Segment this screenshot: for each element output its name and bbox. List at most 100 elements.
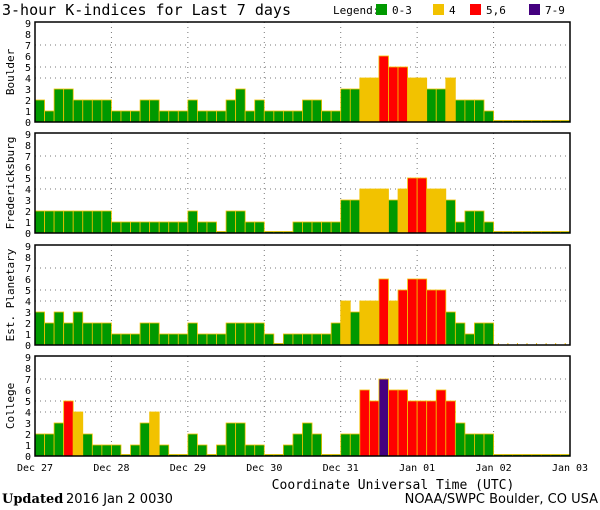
bar	[263, 110, 275, 123]
bar	[340, 433, 351, 457]
bar	[321, 221, 332, 234]
y-tick-label: 2	[25, 96, 31, 107]
bar	[91, 322, 103, 346]
bar	[340, 300, 351, 346]
bar	[474, 99, 485, 123]
bar	[130, 444, 141, 457]
bar	[101, 444, 112, 457]
bar	[483, 110, 494, 123]
legend-entry-label: 4	[449, 4, 456, 17]
y-tick-label: 9	[25, 242, 31, 253]
bar	[349, 199, 361, 234]
bar	[244, 221, 256, 234]
y-tick-label: 9	[25, 130, 31, 141]
x-tick-label: Jan 03	[552, 463, 588, 474]
bar	[206, 110, 217, 123]
bar	[235, 210, 246, 234]
bar	[311, 221, 323, 234]
legend: Legend: 0-3 4 5,6 7-9	[333, 4, 565, 17]
y-tick-label: 8	[25, 364, 31, 375]
legend-entry-label: 0-3	[392, 4, 412, 17]
bar	[474, 210, 485, 234]
bar	[464, 99, 475, 123]
bar	[483, 221, 494, 234]
bar	[340, 199, 351, 234]
bar	[225, 99, 237, 123]
y-axis-label: Boulder	[4, 48, 17, 95]
y-tick-label: 9	[25, 353, 31, 364]
bar	[311, 433, 323, 457]
y-tick-label: 7	[25, 375, 31, 386]
y-tick-label: 5	[25, 286, 31, 297]
bar	[426, 188, 437, 234]
bar	[464, 333, 475, 346]
bar	[139, 322, 151, 346]
y-tick-label: 8	[25, 141, 31, 152]
updated-label: Updated	[2, 492, 63, 507]
bar	[101, 322, 112, 346]
bar	[483, 433, 494, 457]
bar	[282, 110, 294, 123]
bar	[263, 333, 275, 346]
x-tick-label: Dec 27	[17, 463, 53, 474]
bar	[378, 188, 389, 234]
bar	[72, 411, 84, 457]
bar	[368, 300, 380, 346]
bar	[311, 333, 323, 346]
y-tick-label: 1	[25, 330, 31, 341]
bar	[139, 422, 151, 457]
panel-frame	[34, 21, 571, 123]
y-tick-label: 1	[25, 441, 31, 452]
bar	[359, 188, 370, 234]
x-tick-label: Jan 01	[399, 463, 435, 474]
bar	[177, 333, 189, 346]
bar	[359, 389, 370, 457]
bar	[34, 433, 45, 457]
bar	[445, 311, 456, 346]
bar	[130, 110, 141, 123]
bar	[378, 378, 389, 457]
y-tick-label: 0	[25, 452, 31, 463]
bar	[120, 221, 131, 234]
bar	[349, 311, 361, 346]
bar	[216, 444, 227, 457]
x-axis-label: Coordinate Universal Time (UTC)	[272, 478, 515, 493]
bar	[235, 88, 246, 123]
y-tick-label: 3	[25, 308, 31, 319]
bar	[349, 433, 361, 457]
bar	[82, 210, 93, 234]
bar	[216, 110, 227, 123]
bar	[82, 322, 93, 346]
panel-frame	[34, 355, 571, 457]
bar	[139, 221, 151, 234]
bar	[63, 322, 74, 346]
y-tick-label: 4	[25, 185, 31, 196]
bar	[359, 300, 370, 346]
legend-swatch-7-9	[529, 4, 540, 15]
bar	[330, 322, 342, 346]
bar	[206, 333, 217, 346]
bar	[244, 322, 256, 346]
bar	[254, 221, 265, 234]
bar	[388, 300, 399, 346]
bar	[397, 188, 408, 234]
y-tick-label: 7	[25, 41, 31, 52]
legend-label: Legend:	[333, 4, 379, 17]
bar	[149, 221, 160, 234]
bar	[426, 400, 437, 457]
bar	[368, 188, 380, 234]
bar	[397, 66, 408, 123]
bar	[435, 88, 447, 123]
y-tick-label: 3	[25, 85, 31, 96]
source-credit: NOAA/SWPC Boulder, CO USA	[405, 492, 598, 507]
bar	[63, 210, 74, 234]
bar	[101, 210, 112, 234]
y-tick-label: 6	[25, 52, 31, 63]
legend-swatch-5-6	[470, 4, 481, 15]
bar	[388, 66, 399, 123]
y-tick-label: 3	[25, 419, 31, 430]
bar	[158, 110, 170, 123]
